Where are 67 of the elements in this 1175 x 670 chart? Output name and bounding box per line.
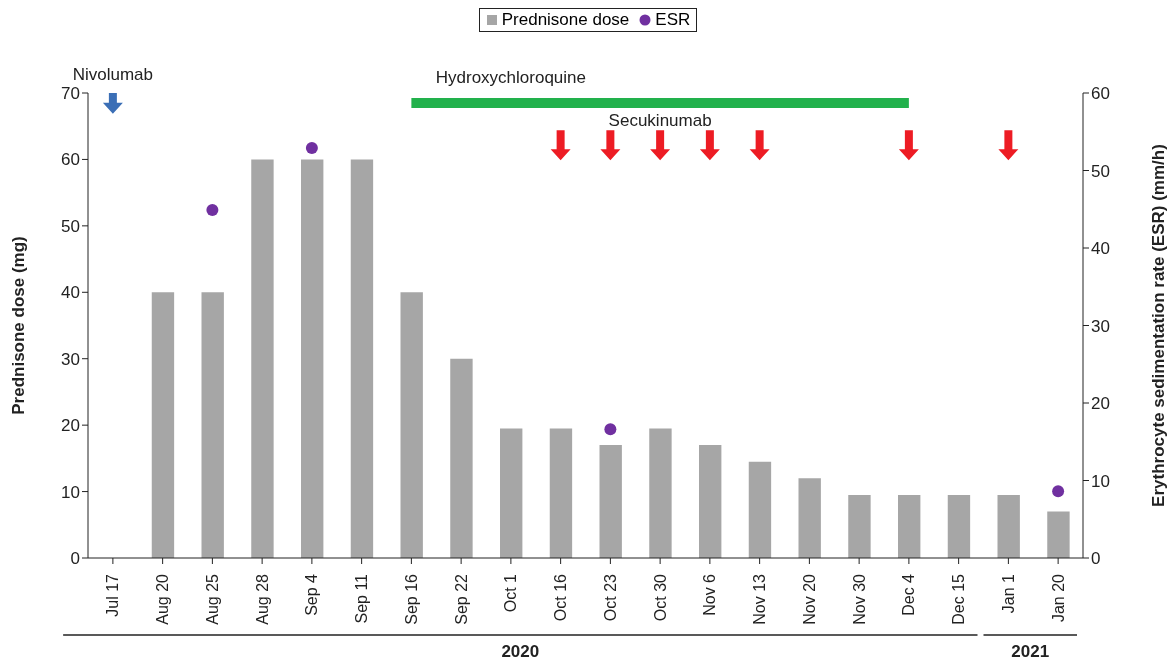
x-tick-label: Sep 4 [303,573,321,616]
y-tick-label: 30 [61,349,80,369]
bar [798,478,821,558]
point [206,204,219,217]
x-tick-label: Sep 11 [353,573,371,624]
bar [947,494,971,558]
x-tick-label: Aug 20 [154,573,172,625]
annotation: Nivolumab [72,64,154,84]
bar [151,292,175,558]
x-tick-label: Jan 20 [1049,573,1067,623]
bar [301,159,324,558]
y2-tick-label: 60 [1091,84,1110,104]
y-tick-label: 70 [61,84,80,104]
y-tick-label: 60 [61,150,80,170]
x-tick-label: Aug 25 [203,573,221,625]
bar [748,461,772,558]
annotation: Hydroxychloroquine [435,67,586,87]
x-tick-label: Sep 22 [452,573,470,625]
x-tick-label: Nov 6 [701,573,719,616]
bar [450,358,473,558]
point [1052,485,1065,498]
bar [649,428,672,558]
point [305,142,318,155]
x-tick-label: Jan 1 [999,573,1017,614]
y2-tick-label: 30 [1091,316,1110,336]
y-tick-label: 40 [61,283,80,303]
x-tick-label: Sep 16 [402,573,420,625]
bar [251,159,274,558]
x-tick-label: Oct 23 [601,573,619,622]
y2-tick-label: 50 [1091,161,1110,181]
x-tick-label: Oct 1 [502,573,520,613]
text: 2020 [501,642,540,661]
x-tick-label: Dec 4 [900,573,918,616]
x-tick-label: Nov 13 [751,573,769,625]
y-tick-label: 20 [61,416,80,436]
y-axis-title: Prednisone dose (mg) [9,236,29,415]
y2-axis-title: Erythrocyte sedimentation rate (ESR) (mm/h) [1149,144,1169,507]
bar [599,445,622,558]
bar [699,445,722,558]
x-tick-label: Oct 30 [651,573,669,622]
y2-tick-label: 40 [1091,239,1110,259]
x-tick-label: Nov 20 [800,573,818,625]
y2-tick-label: 20 [1091,394,1110,414]
text: 2021 [1011,642,1050,661]
x-tick-label: Oct 16 [552,573,570,622]
x-tick-label: Nov 30 [850,573,868,625]
bar [500,428,523,558]
point [604,423,617,436]
bar [997,494,1020,558]
y2-tick-label: 10 [1091,471,1110,491]
legend-label: Prednisone dose [501,10,630,30]
x-tick-label: Aug 28 [253,573,271,625]
y2-tick-label: 0 [1091,549,1101,569]
y-tick-label: 0 [70,549,80,569]
bar [549,428,573,558]
y-tick-label: 50 [61,216,80,236]
bar [1047,511,1070,558]
legend-label: ESR [655,10,691,30]
x-tick-label: Jul 17 [104,573,122,617]
annotation: Secukinumab [608,111,712,131]
bar [848,494,871,558]
bar [400,292,423,558]
bar [898,494,921,558]
y-tick-label: 10 [61,482,80,502]
bar [201,292,224,558]
x-tick-label: Dec 15 [950,573,968,625]
bar [350,159,374,558]
